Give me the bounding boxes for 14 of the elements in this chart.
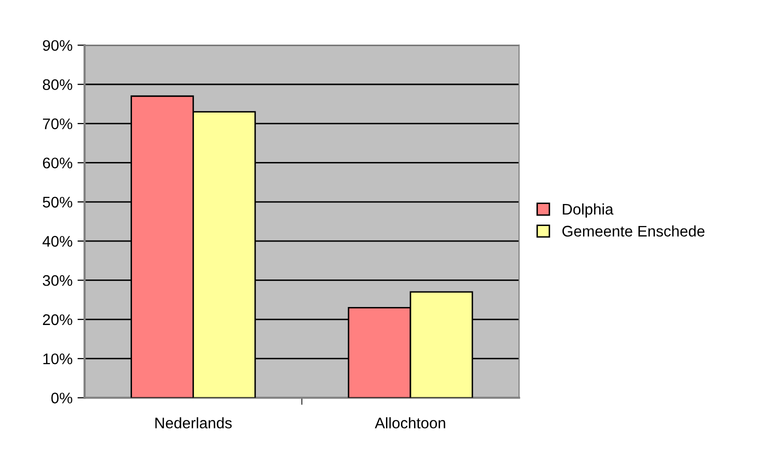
y-tick-label: 0% xyxy=(51,392,72,404)
x-tick-label: Allochtoon xyxy=(374,417,446,428)
y-tick-label: 90% xyxy=(42,40,72,51)
y-tick-label: 80% xyxy=(42,79,72,90)
x-tick-label: Nederlands xyxy=(155,417,232,428)
y-tick-label: 60% xyxy=(42,158,72,168)
legend-label: Gemeente Enschede xyxy=(562,225,704,237)
y-tick-label: 20% xyxy=(42,314,72,326)
y-tick-label: 30% xyxy=(42,275,72,286)
y-tick-label: 10% xyxy=(43,353,72,364)
y-tick-label: 40% xyxy=(42,236,72,247)
y-tick-label: 70% xyxy=(42,118,72,130)
y-tick-label: 50% xyxy=(42,196,72,208)
legend-label: Dolphia xyxy=(562,203,614,218)
